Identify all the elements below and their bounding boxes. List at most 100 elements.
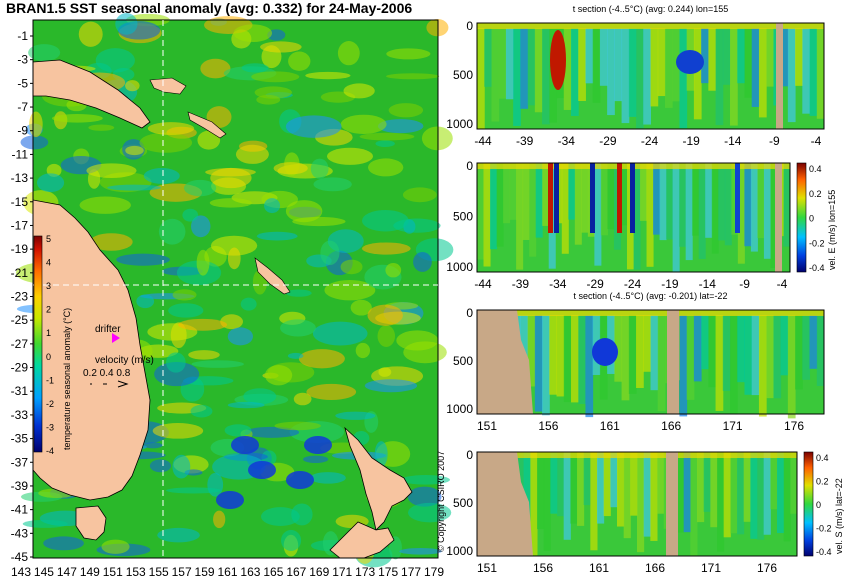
section-stripe — [783, 163, 791, 247]
section-stripe — [542, 28, 550, 125]
anomaly-patch — [274, 421, 321, 431]
map-lat-tick-label: -21 — [11, 266, 29, 280]
anomaly-patch — [95, 48, 135, 73]
section-stripe — [715, 28, 724, 126]
map-lat-tick-label: -1 — [17, 29, 28, 43]
anomaly-patch — [261, 507, 300, 527]
map-lon-tick-label: 157 — [172, 565, 192, 579]
section-stripe — [659, 163, 667, 241]
section-stripe — [505, 28, 514, 100]
section-stripe — [744, 28, 753, 98]
section-x-tick: -9 — [739, 277, 750, 291]
section-stripe — [570, 28, 579, 116]
drifter-marker — [112, 333, 120, 343]
velocity-colorbar — [803, 451, 814, 557]
continental-slope — [477, 310, 533, 414]
map-colorbar-tick: 2 — [46, 305, 51, 315]
section-stripe — [737, 315, 745, 383]
map-colorbar-tick: 3 — [46, 281, 51, 291]
anomaly-patch — [310, 472, 346, 484]
anomaly-patch — [28, 44, 61, 62]
anomaly-patch — [210, 235, 258, 256]
anomaly-patch — [152, 423, 204, 439]
map-lat-tick-label: -29 — [11, 361, 29, 375]
tasmania-landmass — [75, 505, 107, 541]
section-stripe — [698, 163, 706, 259]
section-stripe — [527, 28, 536, 106]
anomaly-patch — [183, 179, 217, 197]
section-stripe — [737, 163, 745, 264]
section-stripe — [577, 452, 585, 526]
section-stripe — [628, 28, 637, 117]
anomaly-patch — [233, 24, 273, 43]
section-stripe — [520, 28, 529, 109]
section-depth-tick: 500 — [453, 354, 473, 368]
anomaly-patch — [367, 304, 403, 326]
section-stripe — [710, 452, 718, 528]
section-stripe — [614, 28, 623, 102]
section-stripe — [617, 452, 625, 527]
anomaly-patch — [240, 297, 257, 311]
anomaly-patch — [367, 158, 404, 177]
section-stripe — [491, 28, 500, 122]
section-panel-3: t section (-4..5°C) (avg: -0.201) lat=-2… — [446, 291, 825, 433]
section-stripe — [683, 452, 691, 533]
velocity-colorbar-tick: 0 — [809, 214, 814, 224]
anomaly-patch — [335, 411, 376, 420]
section-x-tick: 151 — [477, 561, 497, 575]
anomaly-patch — [407, 502, 452, 523]
section-stripe — [653, 163, 661, 235]
velocity-colorbar-tick: 0.2 — [816, 477, 829, 487]
section-stripe — [477, 163, 485, 260]
section-stripe — [766, 28, 774, 87]
section-stripe — [610, 452, 618, 508]
section-stripe — [790, 452, 798, 514]
anomaly-patch — [227, 401, 265, 409]
anomaly-patch — [340, 114, 387, 134]
anomaly-patch — [280, 319, 316, 337]
anomaly-patch — [158, 218, 186, 245]
anomaly-patch — [310, 158, 329, 179]
section-stripe — [717, 452, 725, 552]
section-stripe — [513, 28, 521, 126]
cold-feature — [592, 338, 618, 366]
surface-band — [477, 23, 824, 29]
anomaly-patch — [378, 367, 392, 377]
anomaly-patch — [403, 341, 447, 364]
map-latitude-ticks: -1 -3 -5 -7 -9 -11 -13 -15 -17 -19 -21 -23 -25 -27 -29… — [11, 29, 33, 564]
map-colorbar-tick: -3 — [46, 422, 54, 432]
velocity-colorbar-tick: 0.2 — [809, 189, 822, 199]
anomaly-patch — [385, 263, 402, 278]
anomaly-patch — [136, 294, 155, 309]
section-stripe — [766, 315, 774, 399]
section-stripe — [574, 163, 582, 245]
section-stripe — [597, 452, 605, 524]
section-stripe — [703, 452, 711, 512]
section-x-tick: 166 — [661, 419, 681, 433]
cold-anomaly-patch — [216, 491, 244, 509]
anomaly-patch — [362, 242, 411, 255]
copyright-text: © Copyright CSIRO 2007 — [436, 451, 446, 552]
anomaly-patch — [388, 103, 424, 118]
seafloor-mask — [776, 23, 783, 129]
anomaly-patch — [364, 379, 418, 393]
section-stripe — [603, 452, 611, 517]
section-stripe — [484, 28, 492, 87]
map-lon-tick-label: 159 — [195, 565, 215, 579]
anomaly-patch — [235, 144, 269, 164]
section-stripe — [795, 315, 803, 390]
section-x-tick: -19 — [661, 277, 679, 291]
section-stripe — [757, 163, 765, 239]
section-stripe — [594, 163, 602, 266]
anomaly-patch — [224, 424, 252, 437]
section-x-tick: 151 — [477, 419, 497, 433]
section-stripe — [496, 163, 504, 247]
anomaly-patch — [326, 147, 374, 165]
section-stripe — [633, 163, 641, 270]
section-stripe — [620, 163, 628, 226]
section-panels: t section (-4..5°C) (avg: 0.244) lon=155… — [446, 4, 844, 575]
anomaly-patch — [264, 198, 281, 214]
section-x-tick: 161 — [600, 419, 620, 433]
seafloor-mask — [775, 163, 782, 272]
